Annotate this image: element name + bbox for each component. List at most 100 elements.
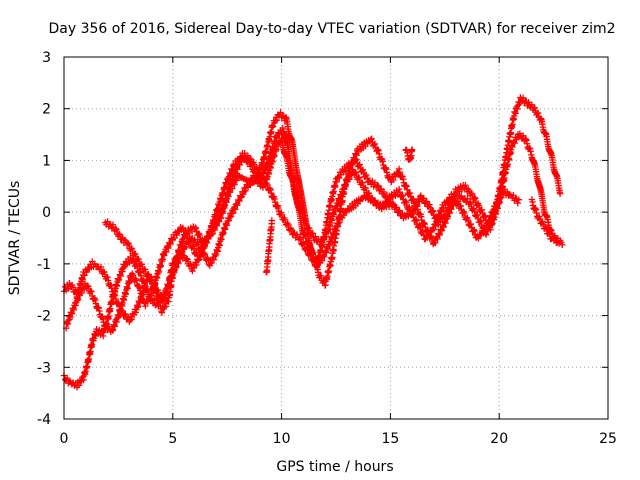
x-tick-label: 25 bbox=[599, 431, 617, 447]
data-point bbox=[403, 199, 410, 206]
data-point bbox=[277, 109, 284, 116]
data-point bbox=[477, 218, 485, 226]
y-tick-label: -1 bbox=[37, 257, 51, 273]
data-point bbox=[470, 226, 478, 234]
data-point bbox=[303, 244, 310, 252]
data-point bbox=[148, 276, 155, 283]
data-point bbox=[442, 202, 449, 209]
data-point bbox=[318, 257, 326, 264]
data-point bbox=[97, 263, 105, 271]
data-point bbox=[208, 226, 216, 233]
data-point bbox=[183, 255, 190, 262]
data-point bbox=[492, 203, 499, 210]
data-point bbox=[124, 239, 132, 247]
data-point bbox=[370, 198, 378, 206]
data-point bbox=[535, 213, 543, 220]
data-point bbox=[390, 176, 397, 184]
x-tick-label: 10 bbox=[273, 431, 291, 447]
x-tick-label: 5 bbox=[168, 431, 177, 447]
data-point bbox=[135, 256, 142, 263]
data-point bbox=[472, 195, 479, 202]
data-point bbox=[155, 303, 162, 310]
data-point bbox=[464, 195, 471, 203]
y-tick-label: -4 bbox=[37, 412, 51, 428]
data-point bbox=[475, 235, 482, 242]
data-point bbox=[448, 191, 455, 198]
data-point bbox=[481, 227, 489, 235]
data-point bbox=[395, 185, 403, 193]
data-point bbox=[260, 176, 268, 183]
data-point bbox=[208, 259, 215, 267]
data-point bbox=[112, 225, 119, 232]
data-point bbox=[387, 199, 394, 206]
data-point bbox=[133, 277, 140, 284]
data-point bbox=[556, 190, 564, 197]
data-point bbox=[312, 258, 319, 265]
data-point bbox=[297, 235, 304, 243]
data-point bbox=[115, 230, 123, 238]
series-track-6 bbox=[402, 146, 416, 163]
data-point bbox=[85, 283, 92, 290]
data-point bbox=[463, 215, 470, 222]
data-point bbox=[380, 188, 388, 196]
data-point bbox=[122, 310, 129, 318]
y-tick-label: -3 bbox=[37, 360, 51, 376]
data-point bbox=[356, 161, 363, 168]
data-point bbox=[231, 206, 239, 213]
data-point bbox=[163, 248, 170, 256]
y-axis-label: SDTVAR / TECUs bbox=[7, 181, 23, 296]
data-point bbox=[425, 232, 433, 239]
data-point bbox=[531, 104, 539, 111]
x-axis-label: GPS time / hours bbox=[276, 459, 393, 475]
data-point bbox=[510, 192, 517, 199]
data-point bbox=[474, 211, 481, 219]
data-point bbox=[355, 174, 363, 182]
data-point bbox=[281, 216, 289, 224]
data-point bbox=[371, 140, 379, 148]
data-point bbox=[257, 171, 265, 178]
data-point bbox=[353, 156, 360, 163]
data-point bbox=[191, 236, 198, 243]
data-point bbox=[211, 222, 218, 230]
data-point bbox=[162, 303, 170, 310]
data-point bbox=[432, 239, 439, 247]
data-point bbox=[346, 176, 353, 183]
chart-title: Day 356 of 2016, Sidereal Day-to-day VTE… bbox=[49, 21, 616, 37]
data-point bbox=[268, 217, 276, 224]
data-point bbox=[451, 194, 458, 202]
data-point bbox=[396, 207, 403, 214]
data-point bbox=[138, 261, 145, 268]
data-point bbox=[151, 281, 159, 289]
y-tick-label: 2 bbox=[42, 102, 51, 118]
data-point bbox=[163, 244, 171, 251]
data-point bbox=[474, 201, 481, 208]
data-point bbox=[229, 209, 237, 217]
data-point bbox=[237, 194, 245, 201]
data-point bbox=[160, 252, 168, 259]
data-point bbox=[420, 195, 427, 202]
data-point bbox=[432, 235, 440, 242]
data-point bbox=[231, 181, 238, 188]
data-point bbox=[128, 245, 136, 253]
data-point bbox=[378, 185, 385, 193]
data-point bbox=[204, 255, 211, 262]
data-point bbox=[426, 201, 433, 208]
y-tick-label: -2 bbox=[37, 309, 51, 325]
data-point bbox=[399, 192, 406, 199]
data-point bbox=[184, 256, 191, 263]
data-point bbox=[241, 149, 248, 157]
data-point bbox=[273, 116, 281, 124]
data-point bbox=[511, 139, 518, 147]
data-point bbox=[127, 245, 135, 252]
data-point bbox=[374, 182, 381, 189]
data-point bbox=[416, 224, 424, 232]
data-point bbox=[525, 99, 532, 106]
data-point bbox=[352, 169, 360, 176]
data-point bbox=[226, 214, 233, 222]
data-point bbox=[279, 124, 286, 132]
data-point bbox=[385, 203, 393, 210]
data-point bbox=[368, 194, 376, 201]
data-point bbox=[471, 194, 478, 201]
y-tick-label: 0 bbox=[42, 205, 51, 221]
